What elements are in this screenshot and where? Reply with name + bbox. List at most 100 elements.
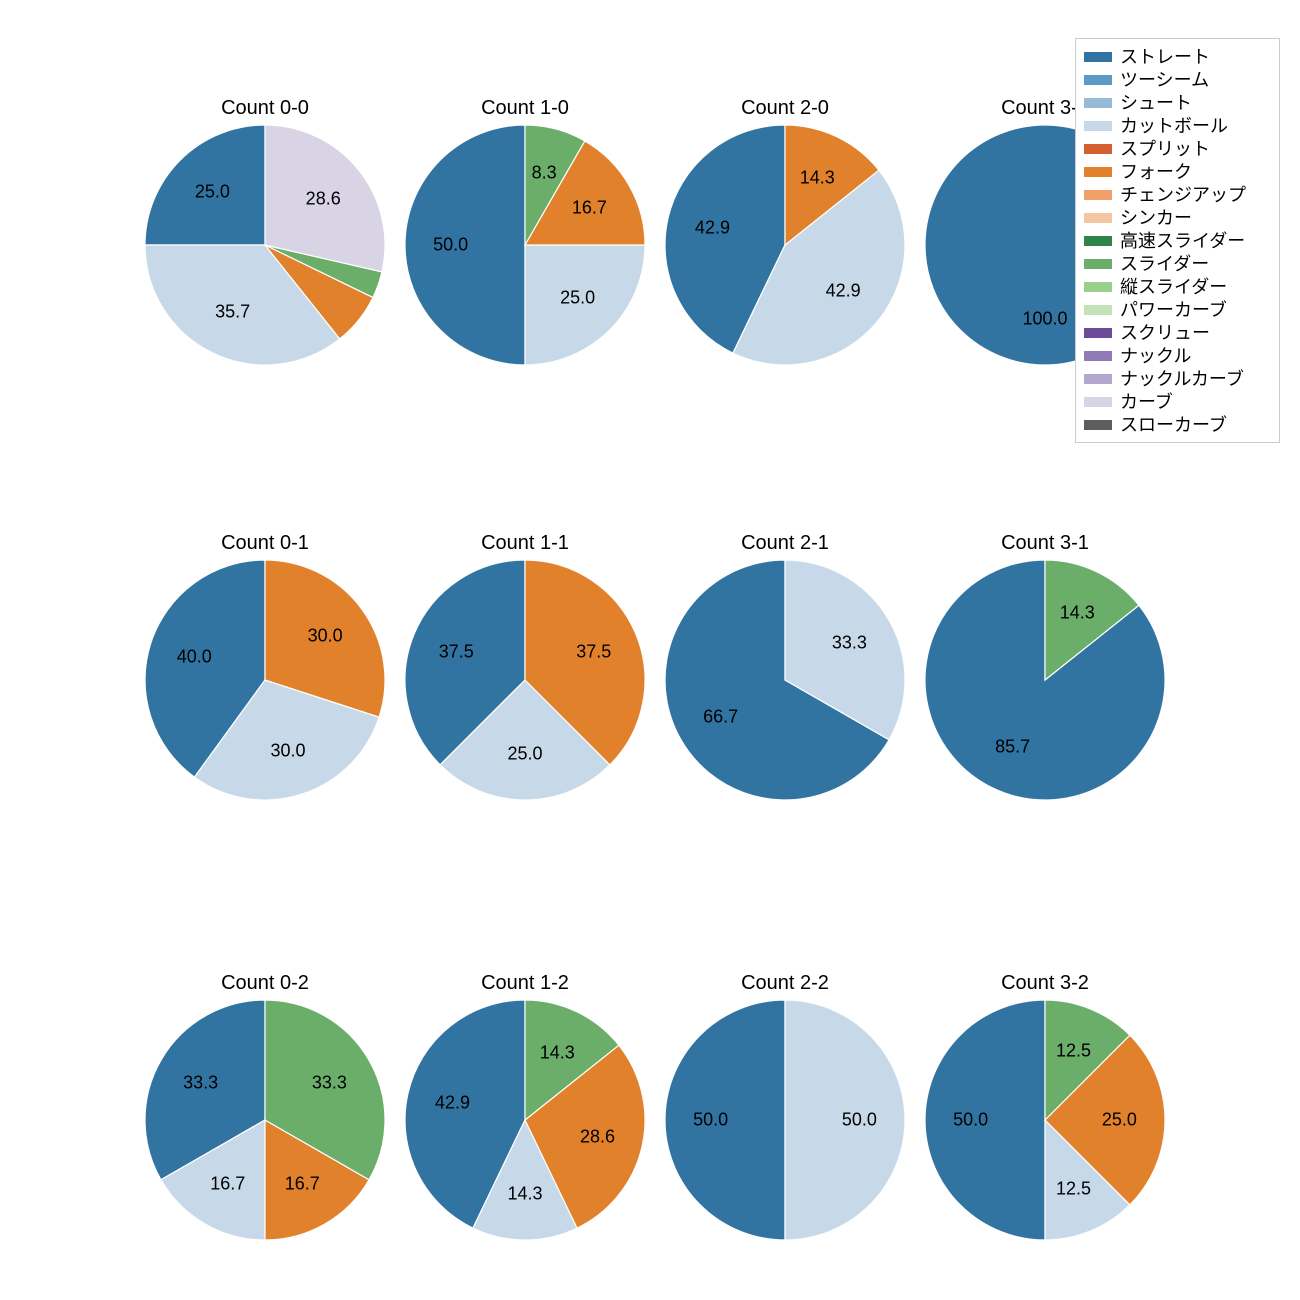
slice-label: 30.0 xyxy=(270,740,305,761)
pie-svg xyxy=(145,125,385,365)
legend-item-twoseam: ツーシーム xyxy=(1084,68,1271,91)
legend-item-sinker: シンカー xyxy=(1084,206,1271,229)
legend-item-fork: フォーク xyxy=(1084,160,1271,183)
slice-label: 28.6 xyxy=(306,188,341,209)
legend-item-shoot: シュート xyxy=(1084,91,1271,114)
slice-label: 33.3 xyxy=(183,1072,218,1093)
legend-swatch xyxy=(1084,121,1112,131)
legend-label: フォーク xyxy=(1120,163,1192,181)
slice-label: 42.9 xyxy=(435,1093,470,1114)
legend-item-knuckle: ナックル xyxy=(1084,344,1271,367)
legend-label: スプリット xyxy=(1120,140,1210,158)
slice-label: 12.5 xyxy=(1056,1041,1091,1062)
slice-label: 14.3 xyxy=(507,1184,542,1205)
legend-item-straight: ストレート xyxy=(1084,45,1271,68)
slice-label: 25.0 xyxy=(560,287,595,308)
slice-label: 16.7 xyxy=(210,1174,245,1195)
legend-label: チェンジアップ xyxy=(1120,186,1246,204)
legend-label: ツーシーム xyxy=(1120,71,1209,89)
slice-label: 50.0 xyxy=(953,1110,988,1131)
slice-label: 16.7 xyxy=(285,1174,320,1195)
slice-label: 8.3 xyxy=(532,163,557,184)
slice-label: 85.7 xyxy=(995,737,1030,758)
pie-c22: Count 2-250.050.0 xyxy=(665,1000,905,1240)
legend-label: パワーカーブ xyxy=(1120,301,1227,319)
legend-item-cutball: カットボール xyxy=(1084,114,1271,137)
legend-swatch xyxy=(1084,144,1112,154)
pie-title: Count 1-2 xyxy=(405,972,645,995)
slice-label: 25.0 xyxy=(1102,1110,1137,1131)
pie-svg xyxy=(665,125,905,365)
pie-c11: Count 1-137.525.037.5 xyxy=(405,560,645,800)
pie-c20: Count 2-042.942.914.3 xyxy=(665,125,905,365)
slice-label: 42.9 xyxy=(695,218,730,239)
pie-title: Count 1-0 xyxy=(405,97,645,120)
legend-label: カーブ xyxy=(1120,393,1173,411)
slice-label: 50.0 xyxy=(433,235,468,256)
legend-swatch xyxy=(1084,98,1112,108)
legend-label: ストレート xyxy=(1120,48,1210,66)
legend-swatch xyxy=(1084,282,1112,292)
legend-swatch xyxy=(1084,167,1112,177)
legend-swatch xyxy=(1084,75,1112,85)
legend-label: ナックルカーブ xyxy=(1120,370,1244,388)
legend-item-split: スプリット xyxy=(1084,137,1271,160)
pie-c10: Count 1-050.025.016.78.3 xyxy=(405,125,645,365)
legend-label: 高速スライダー xyxy=(1120,232,1245,250)
slice-label: 42.9 xyxy=(826,281,861,302)
pie-c02: Count 0-233.316.716.733.3 xyxy=(145,1000,385,1240)
legend-swatch xyxy=(1084,190,1112,200)
legend-item-slider: スライダー xyxy=(1084,252,1271,275)
legend-item-curve: カーブ xyxy=(1084,390,1271,413)
pie-c32: Count 3-250.012.525.012.5 xyxy=(925,1000,1165,1240)
slice-label: 14.3 xyxy=(800,167,835,188)
legend-label: シンカー xyxy=(1120,209,1192,227)
legend-label: ナックル xyxy=(1120,347,1191,365)
slice-label: 14.3 xyxy=(1060,602,1095,623)
pie-c31: Count 3-185.714.3 xyxy=(925,560,1165,800)
pie-title: Count 0-2 xyxy=(145,972,385,995)
slice-label: 28.6 xyxy=(580,1126,615,1147)
legend-label: カットボール xyxy=(1120,117,1228,135)
slice-label: 37.5 xyxy=(576,641,611,662)
legend-item-changeup: チェンジアップ xyxy=(1084,183,1271,206)
pie-title: Count 3-1 xyxy=(925,532,1165,555)
slice-label: 16.7 xyxy=(572,197,607,218)
slice-label: 25.0 xyxy=(195,182,230,203)
legend-item-screw: スクリュー xyxy=(1084,321,1271,344)
pie-title: Count 2-1 xyxy=(665,532,905,555)
legend-swatch xyxy=(1084,374,1112,384)
slice-label: 12.5 xyxy=(1056,1178,1091,1199)
slice-label: 37.5 xyxy=(439,641,474,662)
legend-item-powercurve: パワーカーブ xyxy=(1084,298,1271,321)
legend-label: スライダー xyxy=(1120,255,1209,273)
legend-swatch xyxy=(1084,305,1112,315)
pie-svg xyxy=(925,560,1165,800)
slice-label: 30.0 xyxy=(308,626,343,647)
legend-label: スローカーブ xyxy=(1120,416,1227,434)
legend-swatch xyxy=(1084,420,1112,430)
slice-label: 66.7 xyxy=(703,707,738,728)
legend-swatch xyxy=(1084,52,1112,62)
legend-item-knucklec: ナックルカーブ xyxy=(1084,367,1271,390)
pie-title: Count 0-0 xyxy=(145,97,385,120)
legend-item-hslider: 高速スライダー xyxy=(1084,229,1271,252)
legend-swatch xyxy=(1084,259,1112,269)
slice-label: 14.3 xyxy=(540,1042,575,1063)
legend-label: スクリュー xyxy=(1120,324,1210,342)
pie-svg xyxy=(665,560,905,800)
pie-svg xyxy=(145,560,385,800)
pie-c01: Count 0-140.030.030.0 xyxy=(145,560,385,800)
chart-canvas: Count 0-0 25.0 35.7 28.6 Count 1-0 50.0 25.0 16… xyxy=(0,0,1300,1300)
slice-label: 33.3 xyxy=(832,632,867,653)
legend-label: シュート xyxy=(1120,94,1192,112)
slice-label: 50.0 xyxy=(842,1110,877,1131)
pie-title: Count 2-0 xyxy=(665,97,905,120)
legend-swatch xyxy=(1084,351,1112,361)
slice-label: 33.3 xyxy=(312,1072,347,1093)
slice-label: 35.7 xyxy=(215,302,250,323)
legend-swatch xyxy=(1084,236,1112,246)
slice-label: 50.0 xyxy=(693,1110,728,1131)
pie-c21: Count 2-166.733.3 xyxy=(665,560,905,800)
pie-c00: Count 0-025.035.728.6 xyxy=(145,125,385,365)
